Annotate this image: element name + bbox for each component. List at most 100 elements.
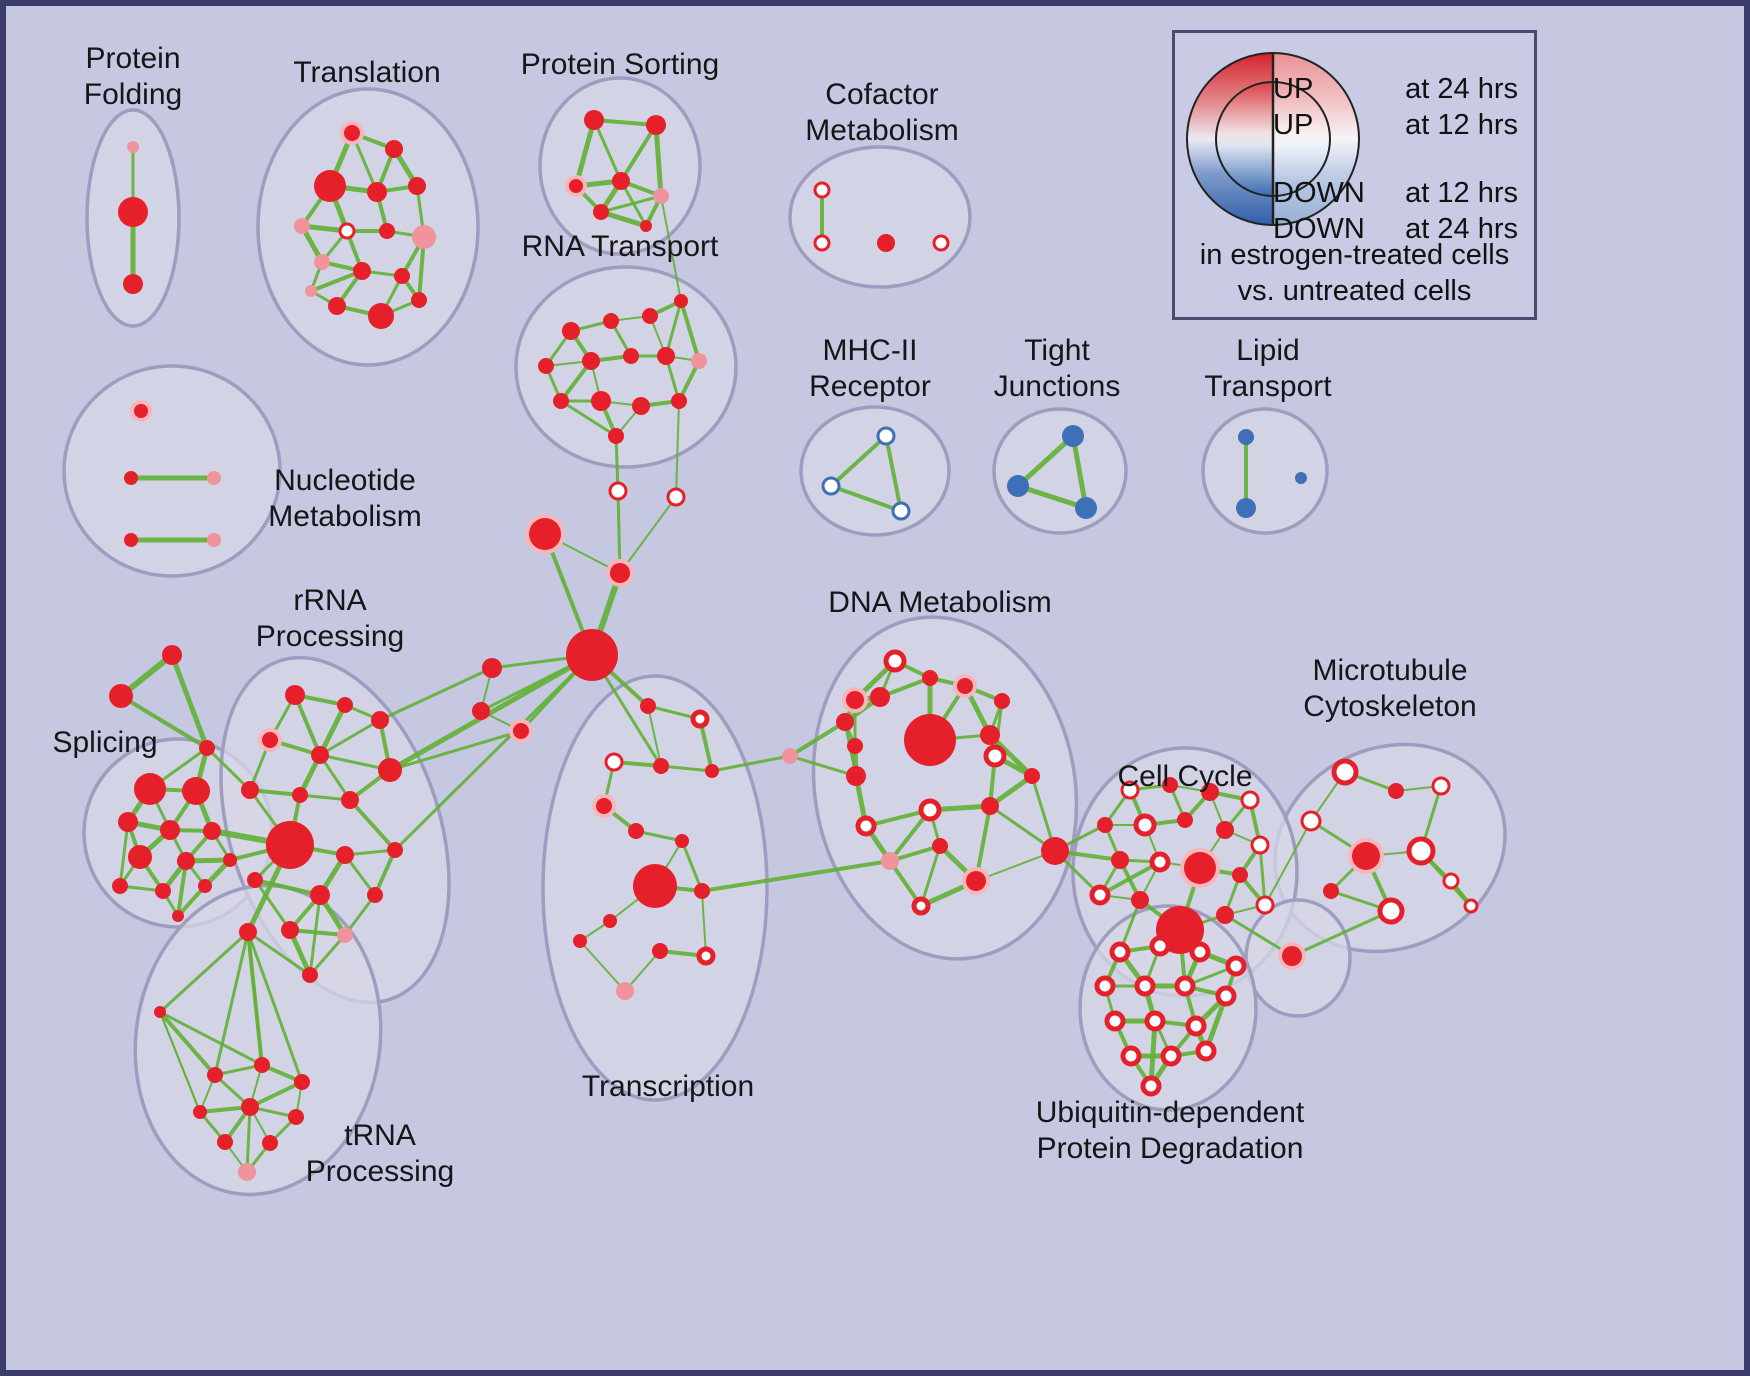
cluster-label-transcription: Transcription: [582, 1070, 754, 1103]
network-edge: [573, 117, 597, 189]
node-red: [207, 1067, 223, 1083]
node-pink: [314, 254, 330, 270]
network-edge: [592, 118, 658, 127]
node-red: [109, 684, 133, 708]
node-red: [203, 822, 221, 840]
node-red: [1097, 817, 1113, 833]
node-pink-ring: [258, 728, 282, 752]
network-edge: [119, 694, 209, 750]
node-red: [675, 834, 689, 848]
node-pink-ring: [953, 674, 977, 698]
network-edge: [1290, 909, 1393, 958]
node-red: [199, 740, 215, 756]
cluster-label-protein_folding: Protein: [85, 42, 180, 75]
node-red: [1201, 783, 1219, 801]
node-red: [193, 1105, 207, 1119]
node-pink: [616, 982, 634, 1000]
network-edge: [308, 933, 347, 977]
legend-direction: DOWN: [1273, 177, 1365, 209]
cluster-rna_transport: [514, 265, 738, 469]
network-edge: [159, 1011, 201, 1113]
node-red: [302, 967, 318, 983]
node-red-open: [604, 752, 624, 772]
node-red: [367, 887, 383, 903]
node-pink-ring: [606, 559, 634, 587]
cluster-label-trna: tRNA: [344, 1119, 416, 1152]
node-blue: [1238, 429, 1254, 445]
node-white-ring: [883, 649, 907, 673]
network-edge: [1015, 483, 1089, 511]
node-red: [562, 322, 580, 340]
legend-box: UP at 24 hrs UP at 12 hrs DOWN at 12 hrs…: [1172, 30, 1537, 320]
network-edge: [213, 930, 250, 1077]
node-red: [411, 292, 427, 308]
network-edge: [884, 434, 903, 513]
cluster-label-ubiquitin: Protein Degradation: [1037, 1132, 1304, 1165]
node-red: [674, 294, 688, 308]
cluster-label-protein_sorting: Protein Sorting: [521, 48, 719, 81]
legend-row-up-12: UP at 12 hrs: [1273, 109, 1518, 142]
cluster-cofactor: [788, 145, 972, 289]
network-edge: [700, 859, 892, 893]
network-edge: [788, 720, 847, 758]
node-red-open: [813, 181, 831, 199]
node-red: [134, 773, 166, 805]
network-edge: [1015, 433, 1076, 489]
network-edge: [647, 705, 662, 767]
node-red: [640, 698, 656, 714]
network-edge: [246, 930, 304, 1084]
node-red: [632, 397, 650, 415]
network-edge: [388, 729, 523, 772]
label-layer: NucleotideMetabolismProteinFoldingTransl…: [52, 42, 1476, 1188]
network-edge: [248, 1080, 304, 1109]
node-red: [223, 853, 237, 867]
node-blue: [1075, 497, 1097, 519]
cluster-label-rrna: rRNA: [293, 584, 366, 617]
node-white-ring: [1140, 1075, 1162, 1097]
node-red: [314, 170, 346, 202]
node-red: [657, 347, 675, 365]
node-white-ring: [1133, 813, 1157, 837]
node-red: [379, 223, 395, 239]
node-blue-open: [821, 476, 841, 496]
node-red: [266, 821, 314, 869]
node-red: [281, 921, 299, 939]
node-red: [981, 797, 999, 815]
node-pink-ring: [509, 719, 533, 743]
cluster-label-dna: DNA Metabolism: [828, 586, 1051, 619]
node-white-ring: [1185, 1015, 1207, 1037]
cluster-translation: [256, 87, 480, 367]
node-white-ring: [918, 798, 942, 822]
legend-direction: UP: [1273, 109, 1314, 141]
network-edge: [253, 878, 322, 897]
legend-caption-line: in estrogen-treated cells: [1199, 239, 1510, 272]
network-edge: [293, 693, 322, 757]
node-red: [904, 714, 956, 766]
node-pink: [207, 471, 221, 485]
legend-caption: in estrogen-treated cells vs. untreated …: [1175, 238, 1534, 309]
network-edge: [288, 928, 347, 937]
network-edge: [317, 702, 348, 758]
node-pink: [782, 748, 798, 764]
network-edge: [710, 754, 792, 773]
node-pink-ring: [962, 867, 990, 895]
network-edge: [788, 754, 858, 778]
node-pink-ring: [565, 175, 587, 197]
node-white-ring: [1109, 941, 1131, 963]
node-red: [367, 182, 387, 202]
node-white-ring: [1189, 941, 1211, 963]
node-red: [608, 428, 624, 444]
network-edge: [592, 118, 623, 183]
node-white-ring: [1331, 758, 1359, 786]
node-red: [217, 1134, 233, 1150]
node-red: [870, 687, 890, 707]
network-edge: [664, 299, 683, 358]
node-red: [1216, 821, 1234, 839]
node-blue: [1007, 475, 1029, 497]
node-blue: [1062, 425, 1084, 447]
node-red: [628, 823, 644, 839]
node-white-ring: [696, 946, 716, 966]
cluster-protein_sorting: [538, 76, 702, 256]
network-edge: [176, 859, 188, 918]
node-red: [394, 268, 410, 284]
